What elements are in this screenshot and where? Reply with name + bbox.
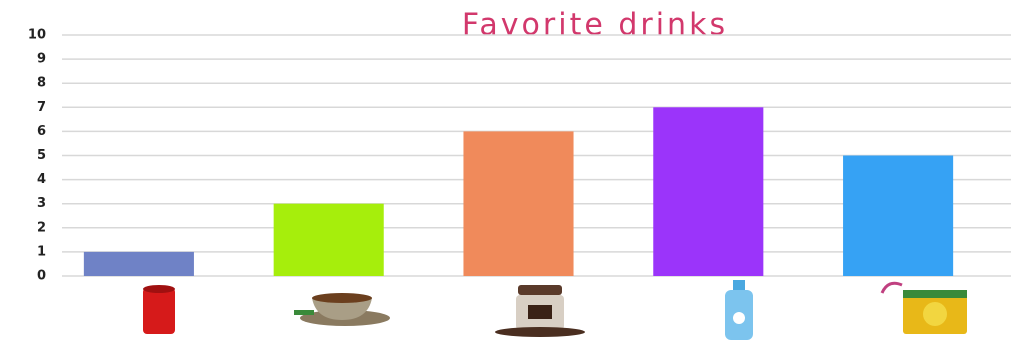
juice-box-icon — [880, 281, 967, 334]
soda-can-icon — [143, 285, 175, 334]
y-tick-label: 3 — [37, 196, 46, 211]
bar — [463, 131, 574, 276]
tea-cup-icon — [294, 293, 390, 326]
y-tick-label: 6 — [37, 124, 46, 139]
bar — [273, 203, 384, 276]
coffee-jar-icon — [495, 285, 585, 337]
y-tick-label: 4 — [37, 172, 46, 187]
bar — [83, 251, 194, 276]
chart-title: Favorite drinks — [462, 8, 728, 43]
y-tick-label: 5 — [37, 148, 46, 163]
y-tick-label: 7 — [37, 100, 46, 115]
bar — [653, 107, 764, 276]
y-tick-label: 2 — [37, 220, 46, 235]
drink-icons — [143, 280, 967, 340]
y-tick-label: 9 — [37, 52, 46, 67]
bar — [843, 155, 954, 276]
y-tick-label: 8 — [37, 76, 46, 91]
y-tick-label: 1 — [37, 244, 46, 259]
water-bottle-icon — [725, 280, 753, 340]
y-tick-label: 10 — [28, 28, 46, 43]
y-tick-label: 0 — [37, 269, 46, 284]
